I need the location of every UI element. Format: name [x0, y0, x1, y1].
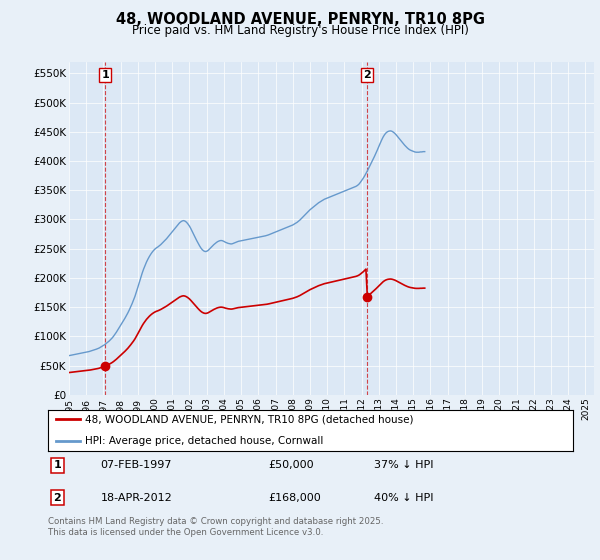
- Text: 1: 1: [53, 460, 61, 470]
- Text: £168,000: £168,000: [269, 493, 321, 503]
- Text: 37% ↓ HPI: 37% ↓ HPI: [373, 460, 433, 470]
- Text: Contains HM Land Registry data © Crown copyright and database right 2025.
This d: Contains HM Land Registry data © Crown c…: [48, 517, 383, 537]
- Text: Price paid vs. HM Land Registry's House Price Index (HPI): Price paid vs. HM Land Registry's House …: [131, 24, 469, 36]
- Text: 48, WOODLAND AVENUE, PENRYN, TR10 8PG (detached house): 48, WOODLAND AVENUE, PENRYN, TR10 8PG (d…: [85, 414, 413, 424]
- Text: £50,000: £50,000: [269, 460, 314, 470]
- Text: 48, WOODLAND AVENUE, PENRYN, TR10 8PG: 48, WOODLAND AVENUE, PENRYN, TR10 8PG: [115, 12, 485, 27]
- Text: 2: 2: [363, 70, 371, 80]
- Text: HPI: Average price, detached house, Cornwall: HPI: Average price, detached house, Corn…: [85, 436, 323, 446]
- Text: 1: 1: [101, 70, 109, 80]
- Text: 18-APR-2012: 18-APR-2012: [101, 493, 172, 503]
- Text: 07-FEB-1997: 07-FEB-1997: [101, 460, 172, 470]
- Text: 2: 2: [53, 493, 61, 503]
- Text: 40% ↓ HPI: 40% ↓ HPI: [373, 493, 433, 503]
